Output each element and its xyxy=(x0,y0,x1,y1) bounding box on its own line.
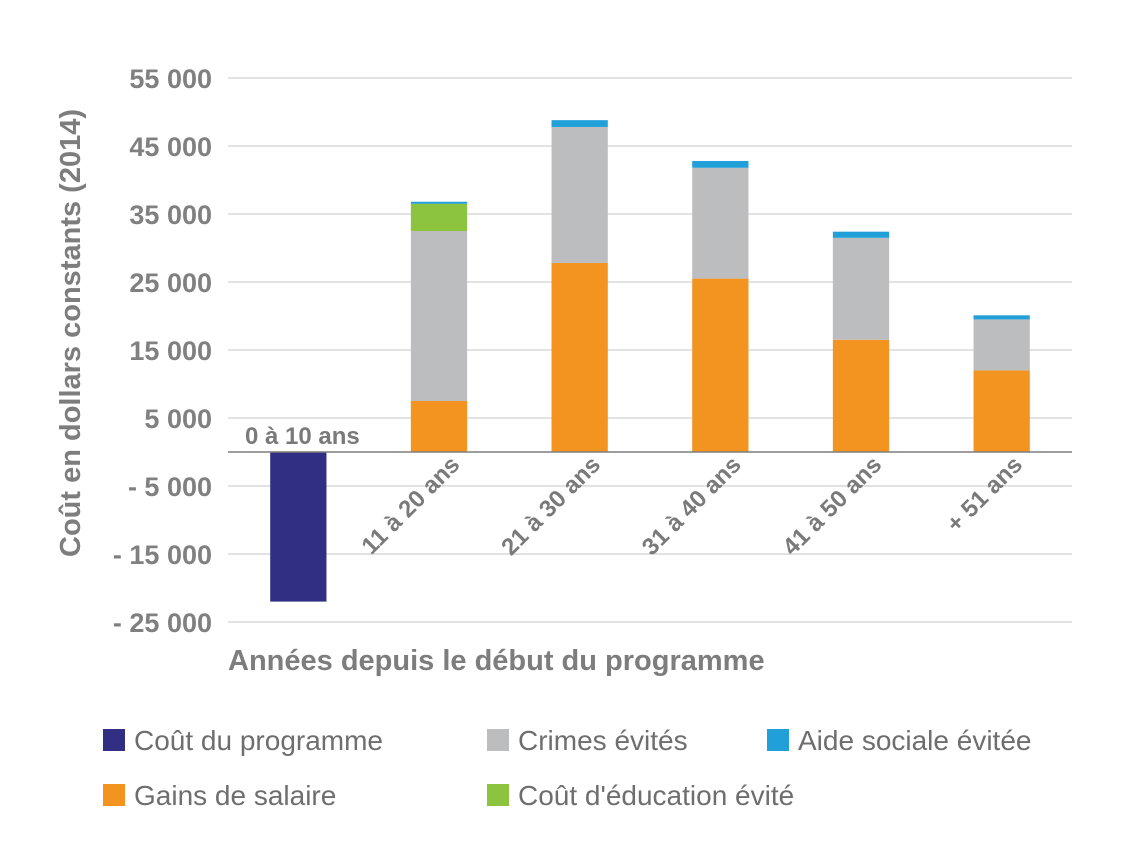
category-label: 21 à 30 ans xyxy=(496,451,606,561)
bar-cout-du-programme xyxy=(270,452,327,602)
legend-label-cout-d-education-evite: Coût d'éducation évité xyxy=(518,780,794,811)
y-tick-label: - 25 000 xyxy=(113,608,212,638)
bar-crimes-evites xyxy=(832,237,890,340)
legend-swatch-crimes-evites xyxy=(487,729,509,751)
legend-swatch-gains-de-salaire xyxy=(103,784,125,806)
bar-gains-de-salaire xyxy=(692,278,749,452)
y-tick-label: 5 000 xyxy=(144,404,212,434)
y-tick-label: 15 000 xyxy=(129,336,212,366)
y-tick-label: 45 000 xyxy=(129,132,212,162)
legend-swatch-cout-d-education-evite xyxy=(487,784,509,806)
category-label: 41 à 50 ans xyxy=(778,451,888,561)
y-tick-label: - 15 000 xyxy=(113,540,212,570)
y-tick-label: 55 000 xyxy=(129,64,212,94)
gridlines xyxy=(228,77,1072,623)
bar-gains-de-salaire xyxy=(973,370,1030,452)
category-label: 11 à 20 ans xyxy=(357,451,466,560)
category-label: 0 à 10 ans xyxy=(245,423,360,450)
y-tick-label: - 5 000 xyxy=(128,472,212,502)
legend-label-cout-du-programme: Coût du programme xyxy=(134,725,383,756)
category-label: + 51 ans xyxy=(941,451,1028,538)
bar-gains-de-salaire xyxy=(410,401,468,452)
legend-swatch-cout-du-programme xyxy=(103,729,125,751)
bar-crimes-evites xyxy=(410,231,468,401)
bar-gains-de-salaire xyxy=(832,339,890,452)
legend-label-crimes-evites: Crimes évités xyxy=(518,725,688,756)
bar-aide-sociale-evitee xyxy=(973,315,1030,320)
y-axis-ticks: 55 000 45 000 35 000 25 000 15 000 5 000 - 5 0… xyxy=(113,64,212,638)
bar-crimes-evites xyxy=(692,167,749,279)
bars xyxy=(270,120,1030,602)
bar-gains-de-salaire xyxy=(551,262,608,452)
legend-swatch-aide-sociale-evitee xyxy=(767,729,789,751)
legend-label-gains-de-salaire: Gains de salaire xyxy=(134,780,336,811)
bar-cout-d-education-evite xyxy=(410,203,468,231)
legend-label-aide-sociale-evitee: Aide sociale évitée xyxy=(798,725,1031,756)
bar-aide-sociale-evitee xyxy=(832,231,890,238)
bar-crimes-evites xyxy=(973,319,1030,371)
bar-aide-sociale-evitee xyxy=(692,160,749,168)
legend: Coût du programme Crimes évités Aide socia… xyxy=(103,725,1031,811)
x-axis-title: Années depuis le début du programme xyxy=(228,645,765,677)
bar-aide-sociale-evitee xyxy=(410,201,468,204)
bar-aide-sociale-evitee xyxy=(551,120,608,127)
y-axis-title: Coût en dollars constants (2014) xyxy=(55,109,87,557)
category-label: 31 à 40 ans xyxy=(637,451,747,561)
bar-crimes-evites xyxy=(551,126,608,263)
y-tick-label: 25 000 xyxy=(129,268,212,298)
y-tick-label: 35 000 xyxy=(129,200,212,230)
